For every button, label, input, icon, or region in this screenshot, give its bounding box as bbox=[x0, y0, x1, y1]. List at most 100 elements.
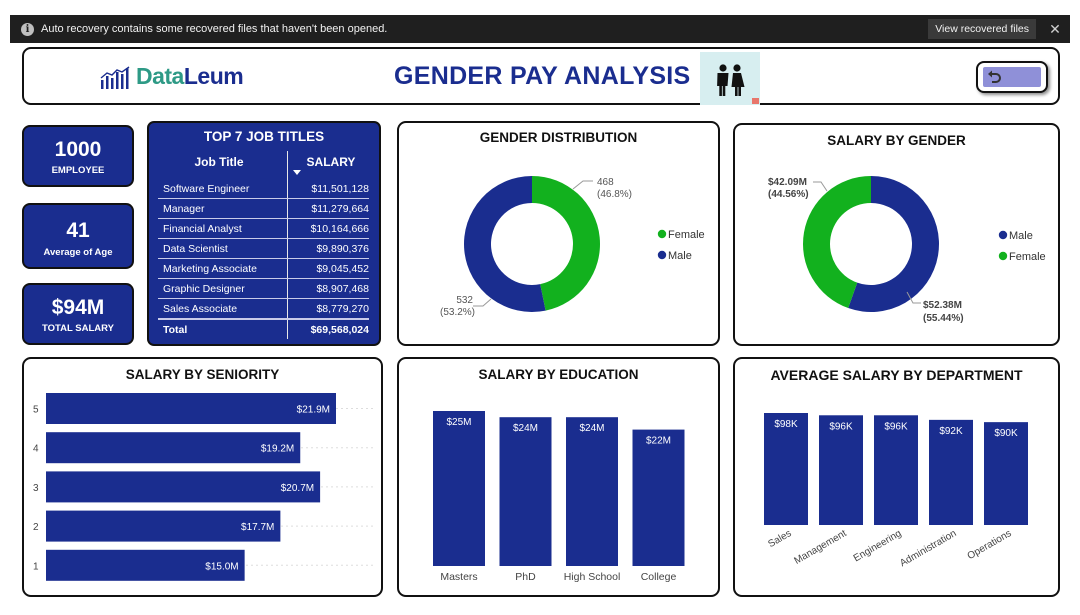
bar-value-label: $15.0M bbox=[205, 561, 238, 572]
kpi-label: TOTAL SALARY bbox=[42, 323, 114, 334]
data-label: (44.56%) bbox=[768, 189, 809, 200]
legend-label: Female bbox=[668, 229, 705, 241]
table-row[interactable]: Software Engineer $11,501,128 bbox=[158, 179, 369, 199]
x-tick-label: Management bbox=[792, 528, 848, 567]
x-tick-label: Engineering bbox=[852, 528, 904, 564]
bar bbox=[46, 393, 336, 424]
average-salary-by-department-card: AVERAGE SALARY BY DEPARTMENT $98K Sales $9… bbox=[733, 357, 1060, 597]
bar-value-label: $24M bbox=[579, 423, 604, 434]
view-recovered-files-button[interactable]: View recovered files bbox=[928, 19, 1036, 39]
x-tick-label: Sales bbox=[766, 528, 793, 550]
leader-line bbox=[473, 298, 492, 307]
kpi-label: Average of Age bbox=[43, 247, 113, 258]
top-job-titles-table: TOP 7 JOB TITLES Job Title SALARY Softwa… bbox=[147, 121, 381, 346]
bar-chart-logo-icon bbox=[100, 66, 130, 89]
chart-title: SALARY BY EDUCATION bbox=[478, 367, 639, 382]
bar bbox=[46, 432, 301, 464]
data-label: $42.09M bbox=[768, 177, 807, 188]
x-tick-label: Operations bbox=[966, 528, 1014, 562]
x-tick-label: Administration bbox=[898, 528, 958, 569]
bar bbox=[874, 415, 918, 525]
kpi-total-salary: $94M TOTAL SALARY bbox=[22, 283, 134, 345]
bar bbox=[433, 411, 485, 566]
chart-title: SALARY BY SENIORITY bbox=[125, 367, 280, 382]
y-tick-label: 3 bbox=[33, 483, 39, 494]
back-button[interactable] bbox=[976, 61, 1048, 93]
bar-value-label: $17.7M bbox=[241, 522, 274, 533]
kpi-average-age: 41 Average of Age bbox=[22, 203, 134, 269]
table-row[interactable]: Sales Associate $8,779,270 bbox=[158, 299, 369, 319]
leader-line bbox=[906, 291, 921, 304]
x-tick-label: High School bbox=[564, 571, 621, 583]
dashboard-header: DataLeum GENDER PAY ANALYSIS bbox=[22, 47, 1060, 105]
table-row[interactable]: Financial Analyst $10,164,666 bbox=[158, 219, 369, 239]
table-row[interactable]: Marketing Associate $9,045,452 bbox=[158, 259, 369, 279]
leader-line bbox=[572, 180, 593, 190]
gender-people-icon bbox=[700, 52, 760, 105]
salary-by-gender-donut-chart: $52.38M (55.44%) $42.09M(44.56%) Male Female bbox=[768, 176, 1046, 324]
bar bbox=[984, 422, 1028, 525]
donut-slice-female bbox=[803, 176, 871, 309]
bar-value-label: $24M bbox=[513, 423, 538, 434]
notification-message: Auto recovery contains some recovered fi… bbox=[41, 23, 388, 35]
bar bbox=[46, 510, 281, 542]
salary-by-education-card: SALARY BY EDUCATION $25M Masters $24M PhD $2… bbox=[397, 357, 720, 597]
back-arrow-icon bbox=[988, 70, 1001, 83]
logo-text: DataLeum bbox=[136, 63, 244, 89]
salary-by-seniority-bar-chart: $21.9M 5 $19.2M 4 $20.7M 3 $17.7M 2 $15.0M 1 bbox=[33, 393, 374, 581]
table-row[interactable]: Data Scientist $9,890,376 bbox=[158, 239, 369, 259]
bar bbox=[499, 417, 552, 566]
y-tick-label: 5 bbox=[33, 405, 39, 416]
x-tick-label: College bbox=[641, 571, 677, 583]
chart-title: SALARY BY GENDER bbox=[827, 133, 966, 148]
kpi-value: 1000 bbox=[54, 138, 102, 161]
data-label: $52.38M bbox=[923, 300, 962, 311]
table-row[interactable]: Graphic Designer $8,907,468 bbox=[158, 279, 369, 299]
column-divider bbox=[287, 151, 288, 339]
kpi-label: EMPLOYEE bbox=[51, 165, 105, 176]
dataleum-logo: DataLeum bbox=[100, 63, 244, 90]
legend-label: Male bbox=[668, 250, 692, 262]
bar-value-label: $90K bbox=[994, 428, 1018, 439]
bar-value-label: $20.7M bbox=[281, 483, 314, 494]
kpi-value: 41 bbox=[66, 219, 90, 242]
sort-descending-icon[interactable] bbox=[293, 170, 301, 175]
bar bbox=[632, 429, 685, 566]
legend-marker bbox=[998, 230, 1008, 240]
bar-value-label: $96K bbox=[829, 421, 853, 432]
legend-label: Male bbox=[1009, 230, 1033, 242]
x-tick-label: Masters bbox=[440, 571, 477, 583]
legend-marker bbox=[657, 229, 667, 239]
chart-title: GENDER DISTRIBUTION bbox=[479, 130, 638, 145]
close-icon[interactable]: ✕ bbox=[1049, 20, 1061, 37]
data-label: (53.2%) bbox=[440, 307, 475, 318]
bar bbox=[764, 413, 808, 525]
data-label: 468 bbox=[597, 177, 614, 188]
leader-line bbox=[813, 181, 828, 192]
bar-value-label: $22M bbox=[646, 436, 671, 447]
bar bbox=[819, 415, 863, 525]
bar bbox=[929, 419, 973, 525]
legend-label: Female bbox=[1009, 251, 1046, 263]
donut-slice-male bbox=[848, 176, 939, 312]
bar-value-label: $19.2M bbox=[261, 444, 294, 455]
info-icon: i bbox=[21, 22, 34, 36]
bar-value-label: $98K bbox=[774, 419, 798, 430]
table-title: TOP 7 JOB TITLES bbox=[203, 129, 325, 144]
legend-marker bbox=[998, 251, 1008, 261]
bar-value-label: $96K bbox=[884, 421, 908, 432]
salary-by-education-bar-chart: $25M Masters $24M PhD $24M High School $22M Col… bbox=[433, 411, 685, 583]
column-header-salary[interactable]: SALARY bbox=[306, 155, 356, 169]
bar bbox=[46, 471, 321, 503]
recovery-notification-bar: i Auto recovery contains some recovered … bbox=[10, 15, 1070, 43]
gender-distribution-donut-chart: 468(46.8%) 532(53.2%) Female Male bbox=[440, 176, 705, 318]
data-label: (46.8%) bbox=[597, 189, 632, 200]
column-header-job-title[interactable]: Job Title bbox=[194, 155, 244, 169]
bar-value-label: $92K bbox=[939, 426, 963, 437]
y-tick-label: 4 bbox=[33, 444, 39, 455]
table-row[interactable]: Manager $11,279,664 bbox=[158, 199, 369, 219]
y-tick-label: 2 bbox=[33, 522, 39, 533]
gender-distribution-card: GENDER DISTRIBUTION 468 (46.8%) 532 (53.2%)… bbox=[397, 121, 720, 346]
kpi-value: $94M bbox=[51, 296, 105, 319]
